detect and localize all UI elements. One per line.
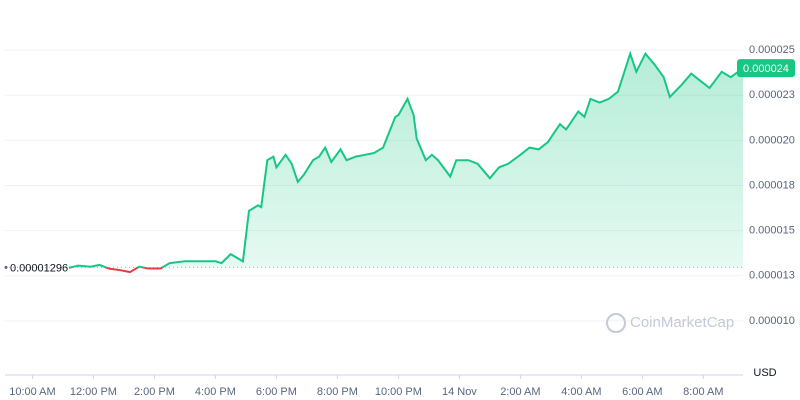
watermark: CoinMarketCap bbox=[630, 314, 734, 331]
x-tick-label: 10:00 PM bbox=[375, 386, 422, 398]
x-tick-label: 8:00 PM bbox=[317, 386, 358, 398]
y-tick-label: 0.000018 bbox=[749, 179, 795, 191]
y-tick-label: 0.000023 bbox=[749, 89, 795, 101]
x-tick-label: 4:00 AM bbox=[561, 386, 601, 398]
y-tick-label: 0.000020 bbox=[749, 134, 795, 146]
y-tick-label: 0.000010 bbox=[749, 315, 795, 327]
current-price-label: 0.000024 bbox=[743, 63, 789, 75]
watermark-logo bbox=[606, 313, 626, 333]
y-tick-label: 0.000025 bbox=[749, 44, 795, 56]
x-tick-label: 8:00 AM bbox=[683, 386, 723, 398]
price-line bbox=[68, 50, 744, 268]
x-tick-label: 2:00 PM bbox=[134, 386, 175, 398]
y-tick-label: 0.000015 bbox=[749, 225, 795, 237]
x-tick-label: 12:00 PM bbox=[70, 386, 117, 398]
y-tick-label: 0.000013 bbox=[749, 270, 795, 282]
x-tick-label: 6:00 PM bbox=[256, 386, 297, 398]
x-tick-label: 14 Nov bbox=[442, 386, 477, 398]
x-tick-label: 2:00 AM bbox=[500, 386, 540, 398]
reference-label: 0.00001296 bbox=[10, 262, 68, 274]
current-price-badge bbox=[737, 59, 795, 78]
currency: USD bbox=[753, 367, 776, 379]
x-tick-label: 4:00 PM bbox=[195, 386, 236, 398]
x-tick-label: 6:00 AM bbox=[622, 386, 662, 398]
area bbox=[70, 53, 743, 268]
reference-dot bbox=[4, 265, 8, 269]
x-tick-label: 10:00 AM bbox=[9, 386, 55, 398]
